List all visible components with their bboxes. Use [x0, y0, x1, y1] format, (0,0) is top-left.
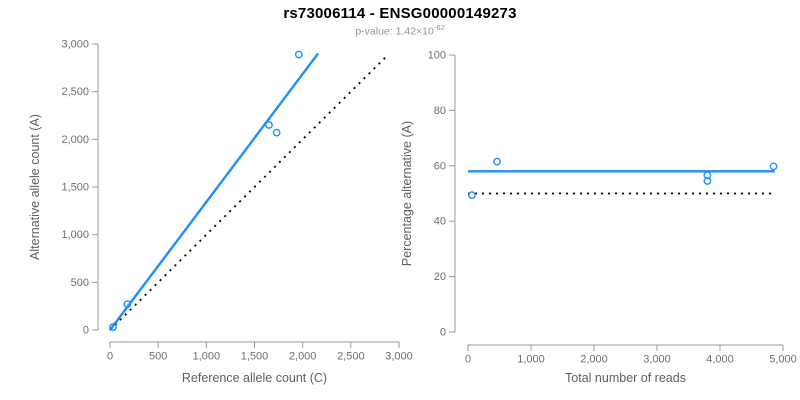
data-point: [769, 162, 778, 171]
x-tick-label: 500: [149, 351, 167, 363]
y-tick-label: 100: [428, 50, 446, 62]
x-axis-title: Total number of reads: [565, 371, 686, 385]
x-tick-label: 1,000: [517, 354, 545, 366]
y-tick-label: 2,000: [61, 134, 89, 146]
x-tick-label: 2,000: [289, 351, 317, 363]
y-tick-label: 3,000: [61, 39, 89, 51]
x-tick-label: 1,000: [193, 351, 221, 363]
data-point: [123, 300, 132, 309]
x-tick-label: 3,000: [643, 354, 671, 366]
y-tick-label: 0: [83, 325, 89, 337]
x-tick-label: 3,000: [385, 351, 413, 363]
y-tick-label: 60: [434, 160, 446, 172]
y-tick-label: 0: [440, 327, 446, 339]
x-tick-label: 1,500: [241, 351, 269, 363]
y-tick-label: 500: [71, 277, 89, 289]
data-point: [294, 50, 303, 59]
x-tick-label: 2,000: [580, 354, 608, 366]
y-tick-label: 20: [434, 271, 446, 283]
figure-subtitle: p-value: 1.42×10-62: [0, 23, 800, 38]
y-tick-label: 40: [434, 216, 446, 228]
data-point: [468, 191, 476, 200]
pvalue-mantissa: 1.42×10: [395, 25, 434, 38]
identity-line: [109, 54, 389, 331]
x-tick-label: 5,000: [769, 354, 797, 366]
data-point: [703, 177, 712, 185]
y-tick-label: 1,500: [61, 182, 89, 194]
data-point: [493, 157, 501, 166]
data-point: [265, 121, 273, 129]
x-tick-label: 4,000: [706, 354, 734, 366]
data-point: [109, 323, 117, 331]
x-axis-title: Reference allele count (C): [182, 371, 327, 385]
x-tick-label: 2,500: [337, 351, 365, 363]
pvalue-label: p-value:: [355, 25, 396, 38]
pvalue-exponent: -62: [433, 23, 445, 32]
y-tick-label: 2,500: [61, 86, 89, 98]
fit-line: [109, 52, 320, 331]
x-tick-label: 0: [465, 354, 471, 366]
y-axis-title: Alternative allele count (A): [28, 114, 42, 260]
data-point: [272, 128, 281, 137]
figure-title: rs73006114 - ENSG00000149273: [283, 5, 517, 22]
x-tick-label: 0: [107, 351, 113, 363]
y-tick-label: 80: [434, 105, 446, 117]
y-axis-title: Percentage alternative (A): [400, 121, 414, 266]
y-tick-label: 1,000: [61, 229, 89, 241]
